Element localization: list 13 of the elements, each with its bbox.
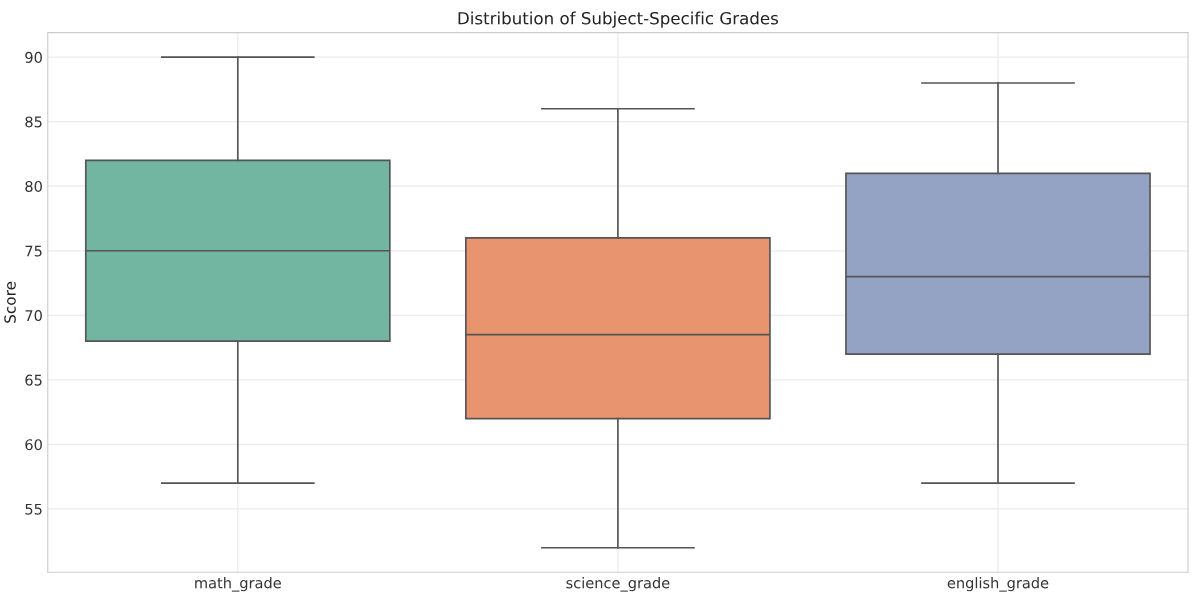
y-axis-title: Score xyxy=(4,281,16,323)
y-tick-label: 90 xyxy=(25,51,42,63)
y-tick-label: 80 xyxy=(25,180,42,192)
y-tick-label: 75 xyxy=(25,245,42,257)
y-tick-label: 55 xyxy=(25,503,42,515)
y-tick-label: 85 xyxy=(25,116,42,128)
x-tick-label: english_grade xyxy=(947,577,1049,592)
x-tick-label: science_grade xyxy=(566,577,670,592)
y-tick-label: 70 xyxy=(25,310,42,322)
chart-title: Distribution of Subject-Specific Grades xyxy=(458,11,779,28)
y-tick-label: 60 xyxy=(25,439,42,451)
y-tick-label: 65 xyxy=(25,374,42,386)
x-tick-label: math_grade xyxy=(195,577,281,592)
